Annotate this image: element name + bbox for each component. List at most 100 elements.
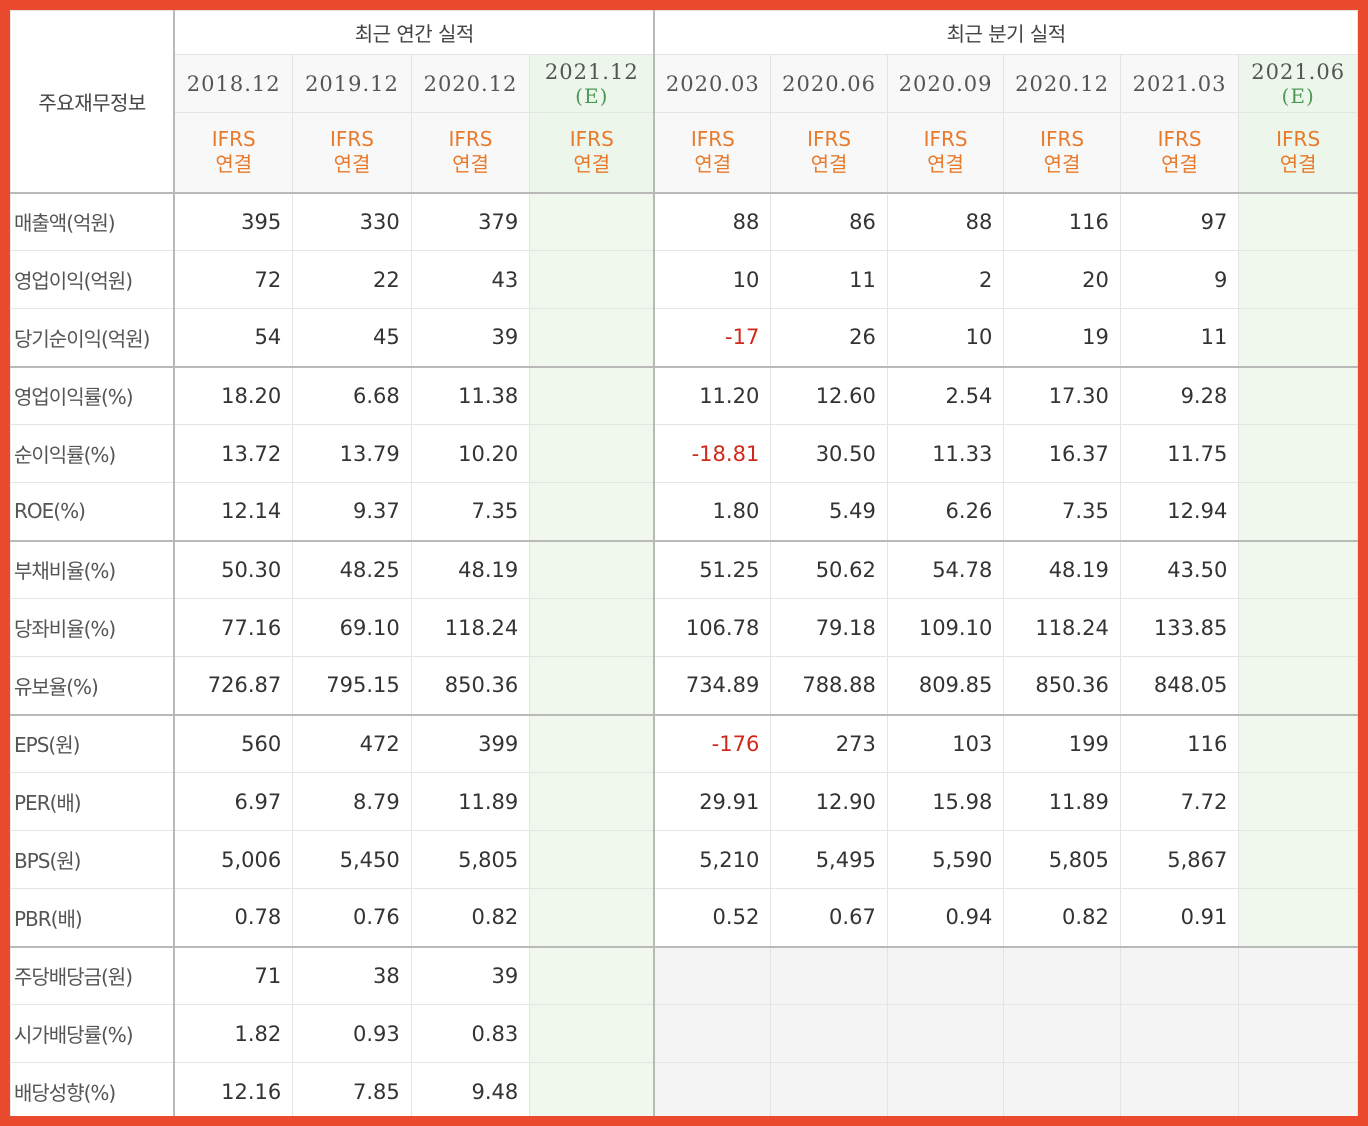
table-cell	[770, 945, 888, 1005]
table-cell	[529, 482, 655, 541]
table-cell: 0.82	[1003, 888, 1121, 947]
period-header: 2018.12	[173, 54, 294, 113]
period-label: 2021.12	[544, 59, 639, 84]
table-cell: 38	[292, 945, 412, 1005]
ifrs-consolidated-label: IFRS 연결	[292, 112, 412, 194]
table-cell: 0.94	[886, 888, 1005, 947]
table-cell: 273	[770, 713, 888, 773]
table-cell: 7.72	[1119, 772, 1240, 831]
table-cell	[529, 656, 655, 715]
ifrs-label: IFRS	[807, 127, 852, 152]
table-cell: 116	[1119, 713, 1240, 773]
period-header: 2020.03	[653, 54, 772, 113]
table-row: 유보율(%) 726.87 795.15 850.36 734.89 788.88 809.…	[10, 656, 1358, 715]
table-cell: 97	[1119, 192, 1240, 251]
table-cell: 0.67	[770, 888, 888, 947]
row-label: 주당배당금(원)	[10, 945, 176, 1005]
consolidated-label: 연결	[1043, 152, 1081, 177]
row-label: PER(배)	[10, 772, 176, 831]
table-cell: -176	[653, 713, 772, 773]
period-header: 2021.03	[1119, 54, 1240, 113]
table-cell: 11.89	[1003, 772, 1121, 831]
table-cell: 16.37	[1003, 424, 1121, 483]
table-cell: 11.89	[410, 772, 531, 831]
table-cell	[1238, 656, 1358, 715]
table-cell: 69.10	[292, 598, 412, 657]
table-cell	[1119, 1004, 1240, 1063]
ifrs-consolidated-label: IFRS 연결	[1238, 112, 1358, 194]
table-cell: 30.50	[770, 424, 888, 483]
table-cell: 12.60	[770, 365, 888, 425]
table-cell: 133.85	[1119, 598, 1240, 657]
table-cell: 118.24	[410, 598, 531, 657]
table-cell: 118.24	[1003, 598, 1121, 657]
estimate-mark: (E)	[575, 83, 609, 108]
table-row: 매출액(억원) 395 330 379 88 86 88 116 97	[10, 192, 1358, 251]
table-cell: 0.78	[173, 888, 294, 947]
table-cell: 43.50	[1119, 539, 1240, 599]
ifrs-label: IFRS	[1157, 127, 1202, 152]
table-cell: 6.97	[173, 772, 294, 831]
table-cell: 2	[886, 250, 1005, 309]
period-header: 2019.12	[292, 54, 412, 113]
table-cell: 11.33	[886, 424, 1005, 483]
table-cell: 395	[173, 192, 294, 251]
table-cell: 379	[410, 192, 531, 251]
table-cell: 9	[1119, 250, 1240, 309]
table-cell	[1003, 1062, 1121, 1116]
ifrs-label: IFRS	[329, 127, 374, 152]
table-cell: 2.54	[886, 365, 1005, 425]
table-row: 순이익률(%) 13.72 13.79 10.20 -18.81 30.50 11.33 16…	[10, 424, 1358, 483]
table-row: 영업이익률(%) 18.20 6.68 11.38 11.20 12.60 2.54 17.3…	[10, 365, 1358, 425]
table-cell: 86	[770, 192, 888, 251]
table-cell: 0.52	[653, 888, 772, 947]
table-cell	[1238, 308, 1358, 367]
table-cell: 850.36	[410, 656, 531, 715]
table-cell	[529, 424, 655, 483]
financial-summary-panel: 주요재무정보 최근 연간 실적 최근 분기 실적 2018.12 2019.12…	[10, 10, 1358, 1116]
table-cell: 88	[886, 192, 1005, 251]
table-cell: 13.79	[292, 424, 412, 483]
table-cell	[1238, 424, 1358, 483]
row-label: PBR(배)	[10, 888, 176, 947]
table-cell: 788.88	[770, 656, 888, 715]
table-cell	[1238, 192, 1358, 251]
table-cell	[1238, 1062, 1358, 1116]
table-cell	[1238, 250, 1358, 309]
table-cell: 7.85	[292, 1062, 412, 1116]
table-cell	[1238, 598, 1358, 657]
table-cell: 22	[292, 250, 412, 309]
table-cell	[529, 945, 655, 1005]
ifrs-label: IFRS	[448, 127, 493, 152]
table-cell	[886, 945, 1005, 1005]
table-cell: 8.79	[292, 772, 412, 831]
table-cell: 1.80	[653, 482, 772, 541]
table-cell	[529, 598, 655, 657]
table-cell: 12.16	[173, 1062, 294, 1116]
table-cell	[1238, 482, 1358, 541]
consolidated-label: 연결	[1279, 152, 1317, 177]
ifrs-consolidated-label: IFRS 연결	[653, 112, 772, 194]
table-cell	[1003, 945, 1121, 1005]
row-label: 유보율(%)	[10, 656, 176, 715]
ifrs-consolidated-label: IFRS 연결	[770, 112, 888, 194]
table-cell: 5,867	[1119, 830, 1240, 889]
table-cell: 29.91	[653, 772, 772, 831]
table-cell: 809.85	[886, 656, 1005, 715]
table-cell	[529, 250, 655, 309]
ifrs-label: IFRS	[569, 127, 614, 152]
consolidated-label: 연결	[1161, 152, 1198, 177]
table-cell: 0.93	[292, 1004, 412, 1063]
table-cell: 5,450	[292, 830, 412, 889]
table-cell: 79.18	[770, 598, 888, 657]
row-label: EPS(원)	[10, 713, 176, 773]
table-cell	[529, 365, 655, 425]
table-cell: 54	[173, 308, 294, 367]
table-cell: 199	[1003, 713, 1121, 773]
table-cell	[770, 1062, 888, 1116]
table-cell: 9.37	[292, 482, 412, 541]
ifrs-consolidated-label: IFRS 연결	[1119, 112, 1240, 194]
table-cell: 106.78	[653, 598, 772, 657]
table-cell: 48.19	[410, 539, 531, 599]
table-cell: 50.62	[770, 539, 888, 599]
